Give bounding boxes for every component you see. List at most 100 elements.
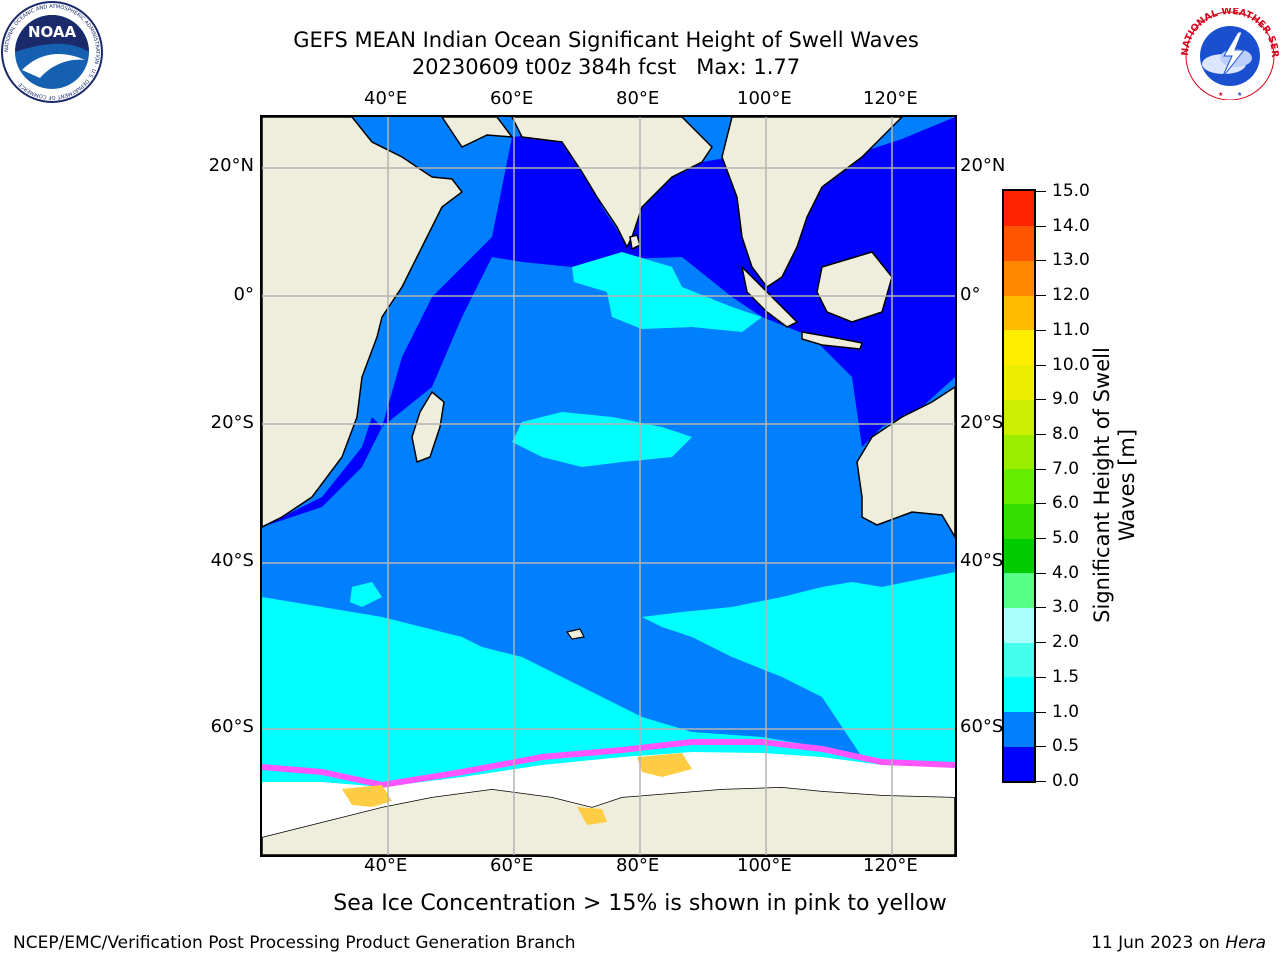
colorbar-tick-label: 12.0 bbox=[1052, 285, 1090, 306]
colorbar-segment bbox=[1004, 676, 1034, 713]
noaa-logo-text: NOAA bbox=[28, 23, 77, 41]
ocean-swell-1.5 bbox=[262, 677, 862, 792]
lat-label-left: 60°S bbox=[210, 716, 254, 737]
date-text: 11 Jun 2023 on bbox=[1091, 933, 1226, 953]
land-india bbox=[511, 117, 713, 249]
sea-ice-footnote: Sea Ice Concentration > 15% is shown in … bbox=[333, 891, 947, 916]
credit-text: NCEP/EMC/Verification Post Processing Pr… bbox=[13, 933, 576, 953]
date-stamp: 11 Jun 2023 on Hera bbox=[1091, 933, 1266, 953]
colorbar-tick bbox=[1036, 433, 1046, 435]
colorbar-tick-label: 14.0 bbox=[1052, 215, 1090, 236]
colorbar-tick bbox=[1036, 399, 1046, 401]
colorbar-tick-label: 2.0 bbox=[1052, 632, 1080, 653]
machine-name: Hera bbox=[1225, 933, 1266, 953]
colorbar-tick bbox=[1036, 329, 1046, 331]
colorbar-segment bbox=[1004, 329, 1034, 366]
colorbar-tick-label: 9.0 bbox=[1052, 389, 1080, 410]
colorbar-title-line1: Significant Height of Swell bbox=[1090, 347, 1114, 623]
lat-label-right: 20°N bbox=[960, 155, 1006, 176]
colorbar-segment bbox=[1004, 538, 1034, 574]
colorbar-segment bbox=[1004, 260, 1034, 296]
lon-label-top: 100°E bbox=[737, 88, 792, 109]
lat-label-right: 40°S bbox=[960, 550, 1004, 571]
colorbar-tick bbox=[1036, 711, 1046, 713]
colorbar-tick-label: 4.0 bbox=[1052, 562, 1080, 583]
wave-height-map bbox=[262, 117, 955, 855]
lon-label-bottom: 40°E bbox=[364, 855, 408, 876]
sea-ice-yellow-patch bbox=[342, 785, 392, 807]
colorbar-tick-label: 13.0 bbox=[1052, 250, 1090, 271]
colorbar-segment bbox=[1004, 399, 1034, 435]
colorbar-tick-label: 1.0 bbox=[1052, 701, 1080, 722]
lon-label-bottom: 100°E bbox=[737, 855, 792, 876]
colorbar-segment bbox=[1004, 468, 1034, 504]
colorbar-segment bbox=[1004, 191, 1034, 227]
colorbar-tick bbox=[1036, 746, 1046, 748]
colorbar-tick bbox=[1036, 225, 1046, 227]
noaa-logo: NATIONAL OCEANIC AND ATMOSPHERIC ADMINIS… bbox=[1, 1, 103, 103]
chart-subtitle: 20230609 t00z 384h fcst Max: 1.77 bbox=[411, 55, 801, 79]
ocean-swell-1.5 bbox=[642, 572, 955, 767]
land-southeast-asia bbox=[721, 117, 904, 289]
chart-title: GEFS MEAN Indian Ocean Significant Heigh… bbox=[293, 28, 919, 52]
lon-label-bottom: 60°E bbox=[490, 855, 534, 876]
colorbar-segment bbox=[1004, 364, 1034, 400]
colorbar-tick bbox=[1036, 364, 1046, 366]
land-arabian-gulf bbox=[441, 117, 514, 148]
colorbar-tick-label: 15.0 bbox=[1052, 181, 1090, 201]
colorbar-tick bbox=[1036, 191, 1046, 192]
ocean-swell-1.5 bbox=[350, 582, 382, 607]
ocean-swell-1.5 bbox=[572, 252, 762, 332]
colorbar-title-line2: Waves [m] bbox=[1115, 428, 1139, 542]
lon-label-top: 80°E bbox=[616, 88, 660, 109]
map-panel bbox=[260, 115, 957, 857]
nws-logo: NATIONAL WEATHER SERVICE ★ ★ bbox=[1180, 8, 1280, 100]
colorbar-tick-label: 3.0 bbox=[1052, 597, 1080, 618]
colorbar-segment bbox=[1004, 746, 1034, 781]
colorbar-segment bbox=[1004, 607, 1034, 643]
colorbar bbox=[1002, 189, 1036, 783]
ocean-swell-1.5 bbox=[512, 412, 692, 467]
colorbar-tick-label: 11.0 bbox=[1052, 319, 1090, 340]
sea-ice-yellow-patch bbox=[577, 807, 607, 825]
colorbar-tick bbox=[1036, 468, 1046, 470]
colorbar-tick-label: 0.0 bbox=[1052, 771, 1080, 791]
colorbar-tick bbox=[1036, 607, 1046, 609]
colorbar-tick bbox=[1036, 781, 1046, 782]
lat-label-right: 60°S bbox=[960, 716, 1004, 737]
lat-label-left: 20°S bbox=[210, 412, 254, 433]
lat-label-right: 0° bbox=[960, 284, 981, 305]
lon-label-bottom: 120°E bbox=[863, 855, 918, 876]
sea-ice-pink-fringe bbox=[262, 739, 955, 789]
colorbar-tick bbox=[1036, 642, 1046, 644]
colorbar-tick bbox=[1036, 676, 1046, 678]
lat-label-left: 40°S bbox=[210, 550, 254, 571]
colorbar-segment bbox=[1004, 225, 1034, 261]
colorbar-tick-label: 1.5 bbox=[1052, 666, 1080, 687]
sea-ice-white bbox=[262, 752, 955, 837]
colorbar-title: Significant Height of Swell Waves [m] bbox=[1090, 275, 1140, 695]
lat-label-left: 0° bbox=[233, 284, 254, 305]
ocean-swell-0.0 bbox=[262, 417, 382, 527]
lon-label-top: 120°E bbox=[863, 88, 918, 109]
land-madagascar bbox=[411, 390, 445, 464]
svg-text:★: ★ bbox=[1237, 91, 1242, 98]
lat-label-left: 20°N bbox=[208, 155, 254, 176]
lon-label-bottom: 80°E bbox=[616, 855, 660, 876]
colorbar-tick bbox=[1036, 295, 1046, 297]
colorbar-tick-label: 0.5 bbox=[1052, 736, 1080, 757]
colorbar-segment bbox=[1004, 711, 1034, 747]
lon-label-top: 40°E bbox=[364, 88, 408, 109]
colorbar-tick bbox=[1036, 260, 1046, 262]
colorbar-tick-label: 5.0 bbox=[1052, 528, 1080, 549]
graticule bbox=[262, 117, 955, 855]
sea-ice-yellow-patch bbox=[637, 753, 692, 777]
colorbar-tick-label: 8.0 bbox=[1052, 423, 1080, 444]
colorbar-tick-label: 7.0 bbox=[1052, 458, 1080, 479]
colorbar-tick bbox=[1036, 538, 1046, 540]
colorbar-segment bbox=[1004, 572, 1034, 609]
lon-label-top: 60°E bbox=[490, 88, 534, 109]
colorbar-segment bbox=[1004, 503, 1034, 539]
colorbar-tick bbox=[1036, 572, 1046, 574]
land-java bbox=[801, 331, 863, 350]
